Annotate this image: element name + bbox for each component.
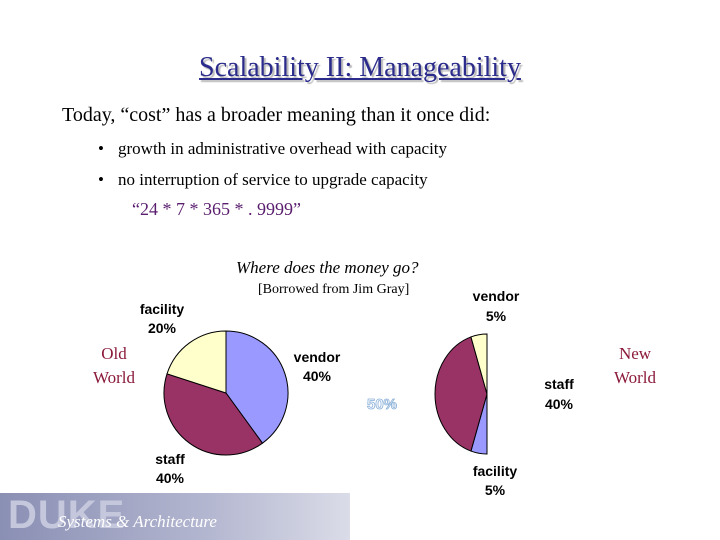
- old-world-label: Old World: [92, 344, 136, 387]
- footer-banner: DUKE Systems & Architecture: [0, 493, 350, 540]
- ghost-percent-label: 50%: [367, 396, 397, 413]
- bullet-item: • growth in administrative overhead with …: [98, 139, 447, 159]
- new-vendor-pct: 5%: [486, 308, 507, 324]
- old-slice-vendor: [225, 330, 289, 444]
- new-vendor-label: vendor: [473, 288, 520, 304]
- new-world-label: New World: [613, 344, 657, 387]
- old-staff-pct: 40%: [156, 470, 185, 486]
- availability-formula: “24 * 7 * 365 * . 9999”: [132, 199, 301, 219]
- bullet-text: no interruption of service to upgrade ca…: [118, 170, 428, 189]
- slide-title: Scalability II: Manageability: [199, 52, 521, 83]
- new-staff-pct: 40%: [545, 396, 574, 412]
- bullet-item: • no interruption of service to upgrade c…: [98, 170, 428, 190]
- intro-text: Today, “cost” has a broader meaning than…: [62, 104, 491, 126]
- old-world-pie: [163, 330, 289, 456]
- bullet-dot: •: [98, 170, 104, 189]
- new-slice-facility: [470, 333, 488, 395]
- old-staff-label: staff: [155, 451, 185, 467]
- bullet-text: growth in administrative overhead with c…: [118, 139, 448, 158]
- old-facility-label: facility: [140, 301, 185, 317]
- old-vendor-label: vendor: [294, 349, 341, 365]
- new-world-pie: [434, 333, 488, 455]
- old-vendor-pct: 40%: [303, 368, 332, 384]
- new-facility-pct: 5%: [485, 482, 506, 498]
- bullet-dot: •: [98, 139, 104, 158]
- old-facility-pct: 20%: [148, 320, 177, 336]
- footer-subtitle: Systems & Architecture: [58, 512, 217, 531]
- chart-credit: [Borrowed from Jim Gray]: [258, 282, 410, 297]
- old-slice-staff: [163, 373, 264, 456]
- new-facility-label: facility: [473, 463, 518, 479]
- new-staff-label: staff: [544, 376, 574, 392]
- chart-question: Where does the money go?: [236, 258, 419, 277]
- new-slice-staff: [434, 336, 488, 452]
- duke-logo: DUKE: [8, 493, 126, 537]
- old-slice-facility: [166, 330, 227, 394]
